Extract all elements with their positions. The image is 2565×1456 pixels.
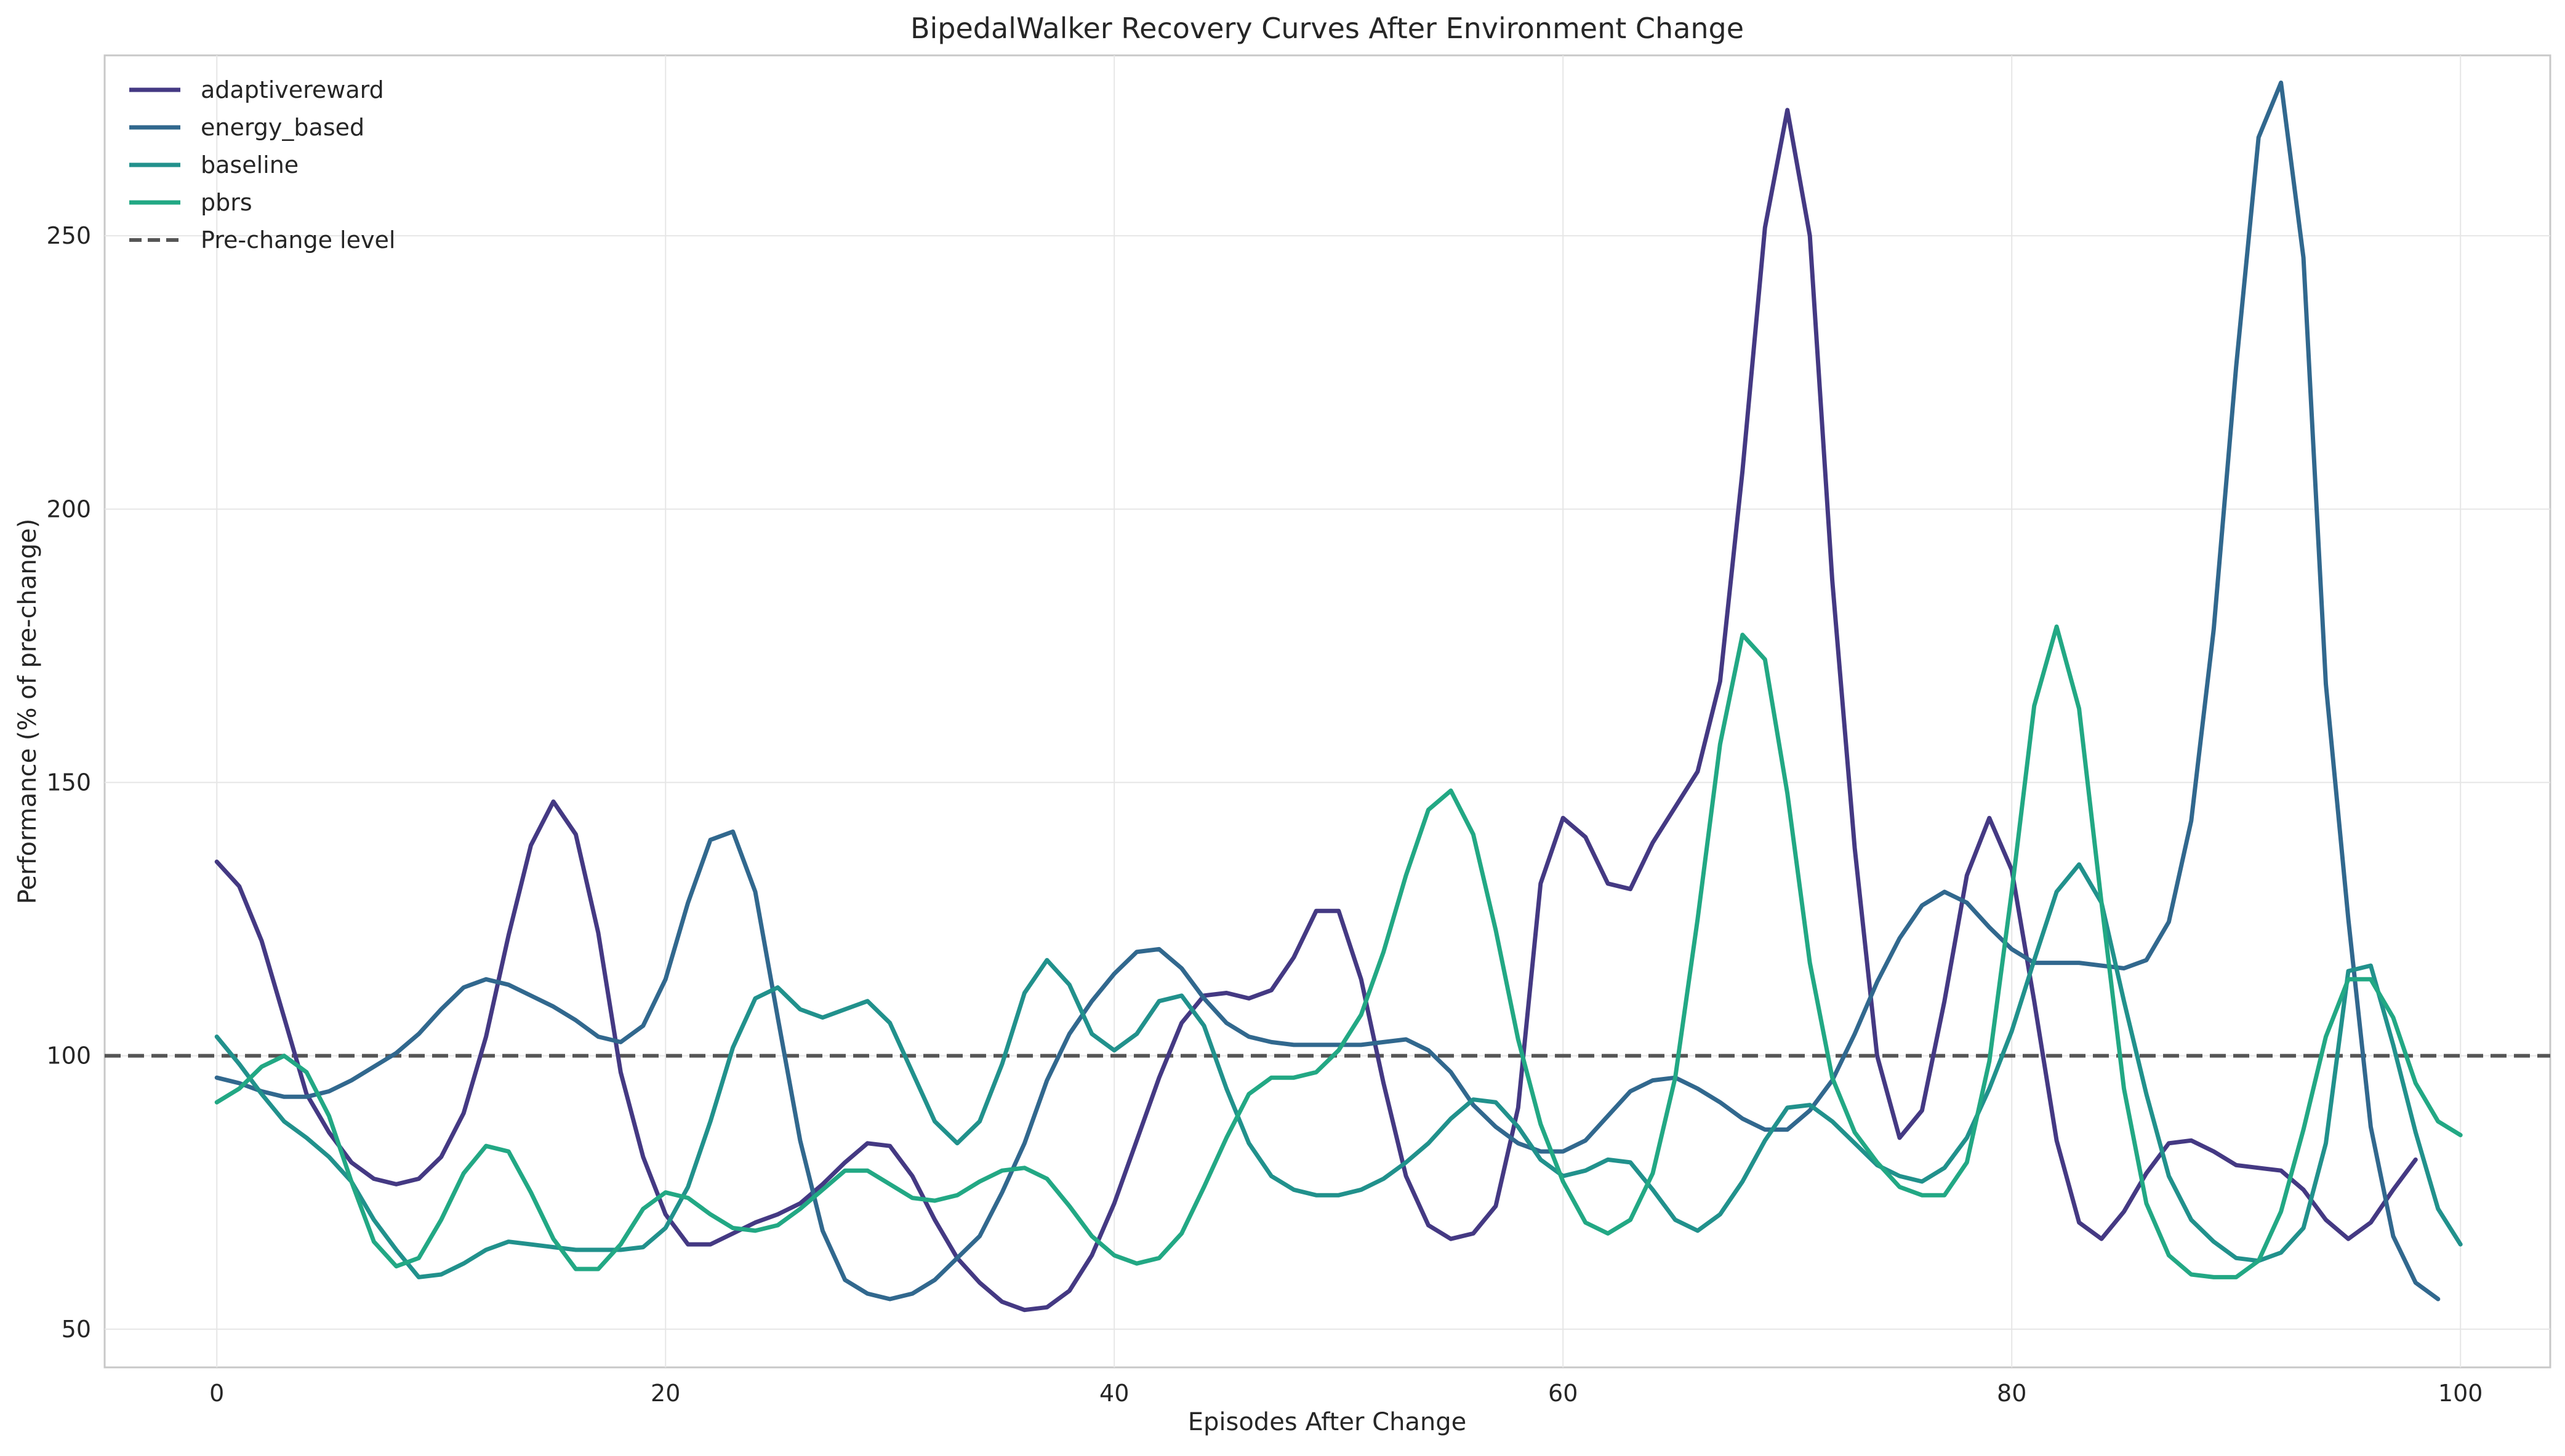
y-tick-label: 200 [46, 495, 91, 522]
x-tick-label: 60 [1548, 1380, 1578, 1407]
series-layer [214, 80, 2463, 1313]
x-tick-label: 0 [209, 1380, 224, 1407]
series-line-energy-based [214, 80, 2441, 1302]
legend-label: pbrs [201, 189, 252, 216]
x-tick-label: 40 [1099, 1380, 1129, 1407]
x-tick-label: 100 [2438, 1380, 2483, 1407]
y-tick-label: 150 [46, 769, 91, 796]
y-tick-label: 250 [46, 222, 91, 249]
series-line-pbrs [214, 624, 2463, 1279]
x-ticks: 0 20 40 60 80 100 [209, 1380, 2483, 1407]
y-tick-label: 100 [46, 1042, 91, 1070]
legend-label: Pre-change level [201, 226, 395, 254]
series-line-baseline [214, 862, 2463, 1279]
x-tick-label: 80 [1997, 1380, 2026, 1407]
chart-title: BipedalWalker Recovery Curves After Envi… [910, 12, 1744, 45]
legend-label: adaptivereward [201, 76, 384, 103]
legend: adaptivereward energy_based baseline pbrs Pr… [129, 76, 395, 254]
y-tick-label: 50 [62, 1316, 91, 1343]
plot-area [103, 54, 2551, 1369]
legend-label: energy_based [201, 114, 364, 141]
grid [105, 55, 2550, 1367]
series-line-adaptivereward [214, 108, 2418, 1313]
x-axis-label: Episodes After Change [1188, 1408, 1467, 1436]
legend-label: baseline [201, 151, 299, 178]
y-axis-label: Performance (% of pre-change) [14, 519, 42, 905]
x-tick-label: 20 [651, 1380, 680, 1407]
y-ticks: 50 100 150 200 250 [46, 222, 91, 1343]
